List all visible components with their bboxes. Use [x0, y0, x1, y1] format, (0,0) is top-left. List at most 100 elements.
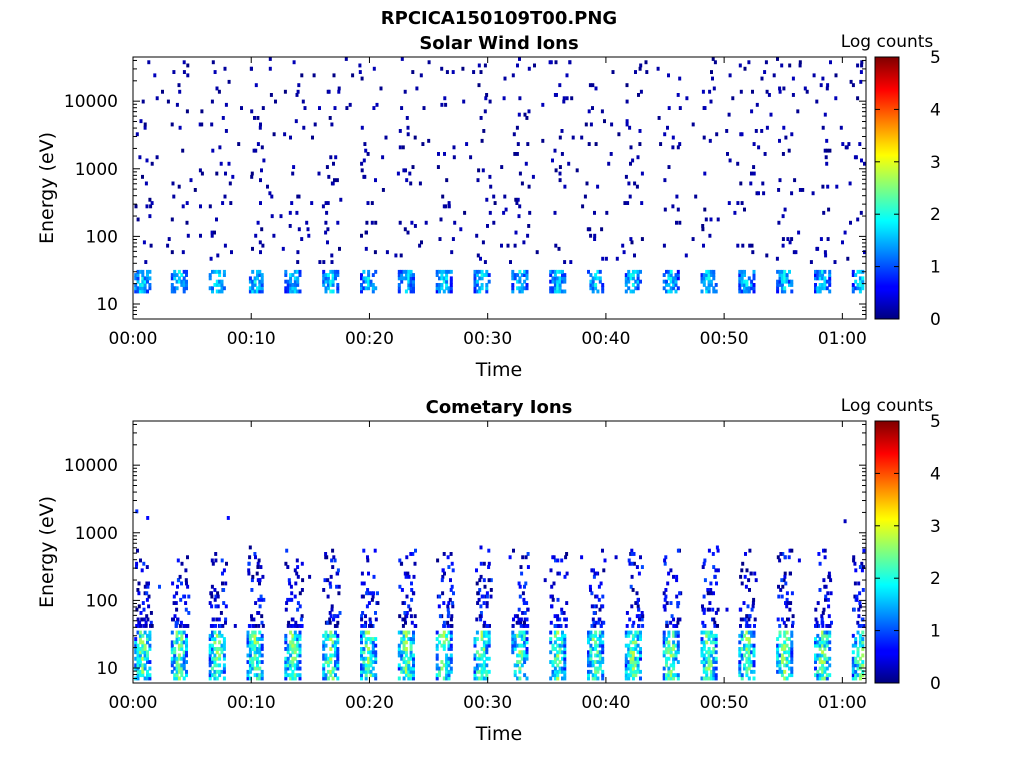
heatmap-cell — [409, 276, 413, 281]
heatmap-cell — [326, 240, 329, 245]
heatmap-cell — [372, 574, 376, 579]
heatmap-cell — [778, 663, 782, 668]
heatmap-cell — [776, 279, 780, 284]
heatmap-cell — [193, 188, 197, 192]
heatmap-cell — [634, 630, 638, 635]
heatmap-cell — [409, 283, 413, 287]
heatmap-cell — [816, 656, 820, 661]
heatmap-cell — [821, 640, 825, 645]
heatmap-cell — [828, 640, 832, 645]
heatmap-cell — [328, 116, 332, 120]
heatmap-cell — [475, 666, 479, 671]
heatmap-cell — [258, 647, 262, 651]
heatmap-cell — [777, 594, 781, 599]
heatmap-cell — [134, 283, 138, 287]
heatmap-cell — [412, 276, 415, 281]
heatmap-cell — [170, 276, 174, 281]
heatmap-cell — [251, 289, 255, 294]
heatmap-cell — [337, 591, 341, 596]
heatmap-cell — [208, 637, 212, 641]
heatmap-cell — [858, 269, 862, 274]
heatmap-cell — [482, 647, 486, 651]
heatmap-cell — [260, 660, 264, 664]
heatmap-cell — [253, 666, 257, 671]
heatmap-cell — [814, 289, 817, 294]
heatmap-cell — [783, 279, 787, 284]
heatmap-cell — [478, 276, 482, 281]
heatmap-cell — [747, 640, 751, 645]
heatmap-cell — [445, 663, 449, 668]
heatmap-cell — [851, 669, 855, 674]
heatmap-cell — [479, 604, 483, 609]
heatmap-cell — [404, 276, 408, 281]
heatmap-cell — [780, 279, 784, 284]
heatmap-cell — [793, 178, 797, 183]
heatmap-cell — [581, 204, 585, 209]
heatmap-cell — [629, 669, 633, 674]
heatmap-cell — [478, 676, 482, 681]
heatmap-cell — [636, 276, 640, 281]
heatmap-cell — [409, 181, 413, 186]
heatmap-cell — [828, 279, 832, 284]
heatmap-cell — [404, 653, 408, 658]
heatmap-cell — [563, 637, 567, 641]
heatmap-cell — [326, 279, 330, 284]
heatmap-cell — [598, 656, 602, 661]
heatmap-cell — [792, 250, 796, 255]
heatmap-cell — [409, 653, 413, 658]
heatmap-cell — [750, 663, 754, 668]
heatmap-cell — [262, 158, 266, 163]
heatmap-cell — [379, 86, 383, 91]
heatmap-cell — [254, 83, 258, 88]
heatmap-cell — [366, 152, 370, 156]
heatmap-cell — [549, 660, 553, 664]
heatmap-cell — [175, 656, 179, 661]
heatmap-cell — [166, 99, 170, 104]
heatmap-cell — [637, 93, 640, 97]
heatmap-cell — [477, 597, 481, 602]
heatmap-cell — [738, 647, 742, 651]
heatmap-cell — [296, 633, 300, 638]
heatmap-cell — [790, 630, 794, 635]
heatmap-cell — [268, 66, 272, 71]
heatmap-cell — [676, 548, 680, 553]
heatmap-cell — [524, 581, 528, 586]
heatmap-cell — [200, 122, 204, 127]
heatmap-cell — [757, 191, 760, 196]
heatmap-cell — [824, 594, 828, 599]
heatmap-cell — [785, 650, 789, 655]
heatmap-cell — [635, 565, 639, 569]
heatmap-cell — [705, 630, 709, 635]
heatmap-cell — [713, 620, 717, 625]
heatmap-cell — [601, 673, 605, 678]
heatmap-cell — [702, 624, 706, 628]
heatmap-cell — [589, 650, 593, 655]
heatmap-cell — [182, 276, 186, 281]
heatmap-cell — [407, 279, 411, 284]
heatmap-cell — [447, 663, 451, 668]
heatmap-cell — [185, 279, 188, 284]
heatmap-cell — [485, 289, 489, 294]
heatmap-cell — [845, 145, 849, 150]
heatmap-cell — [140, 568, 144, 573]
heatmap-cell — [322, 269, 326, 274]
heatmap-cell — [601, 630, 605, 635]
heatmap-cell — [631, 633, 635, 638]
heatmap-cell — [208, 643, 212, 648]
heatmap-cell — [482, 273, 486, 277]
heatmap-cell — [747, 630, 751, 635]
heatmap-cell — [851, 650, 855, 655]
heatmap-cell — [517, 607, 521, 612]
heatmap-cell — [487, 643, 491, 648]
heatmap-cell — [786, 601, 790, 605]
heatmap-cell — [326, 660, 330, 664]
heatmap-cell — [293, 624, 297, 628]
heatmap-cell — [857, 624, 861, 628]
heatmap-cell — [473, 669, 477, 674]
heatmap-cell — [327, 89, 331, 94]
heatmap-cell — [256, 611, 260, 615]
heatmap-cell — [310, 201, 314, 205]
heatmap-cell — [293, 283, 297, 287]
heatmap-cell — [253, 640, 257, 645]
heatmap-cell — [260, 273, 264, 277]
